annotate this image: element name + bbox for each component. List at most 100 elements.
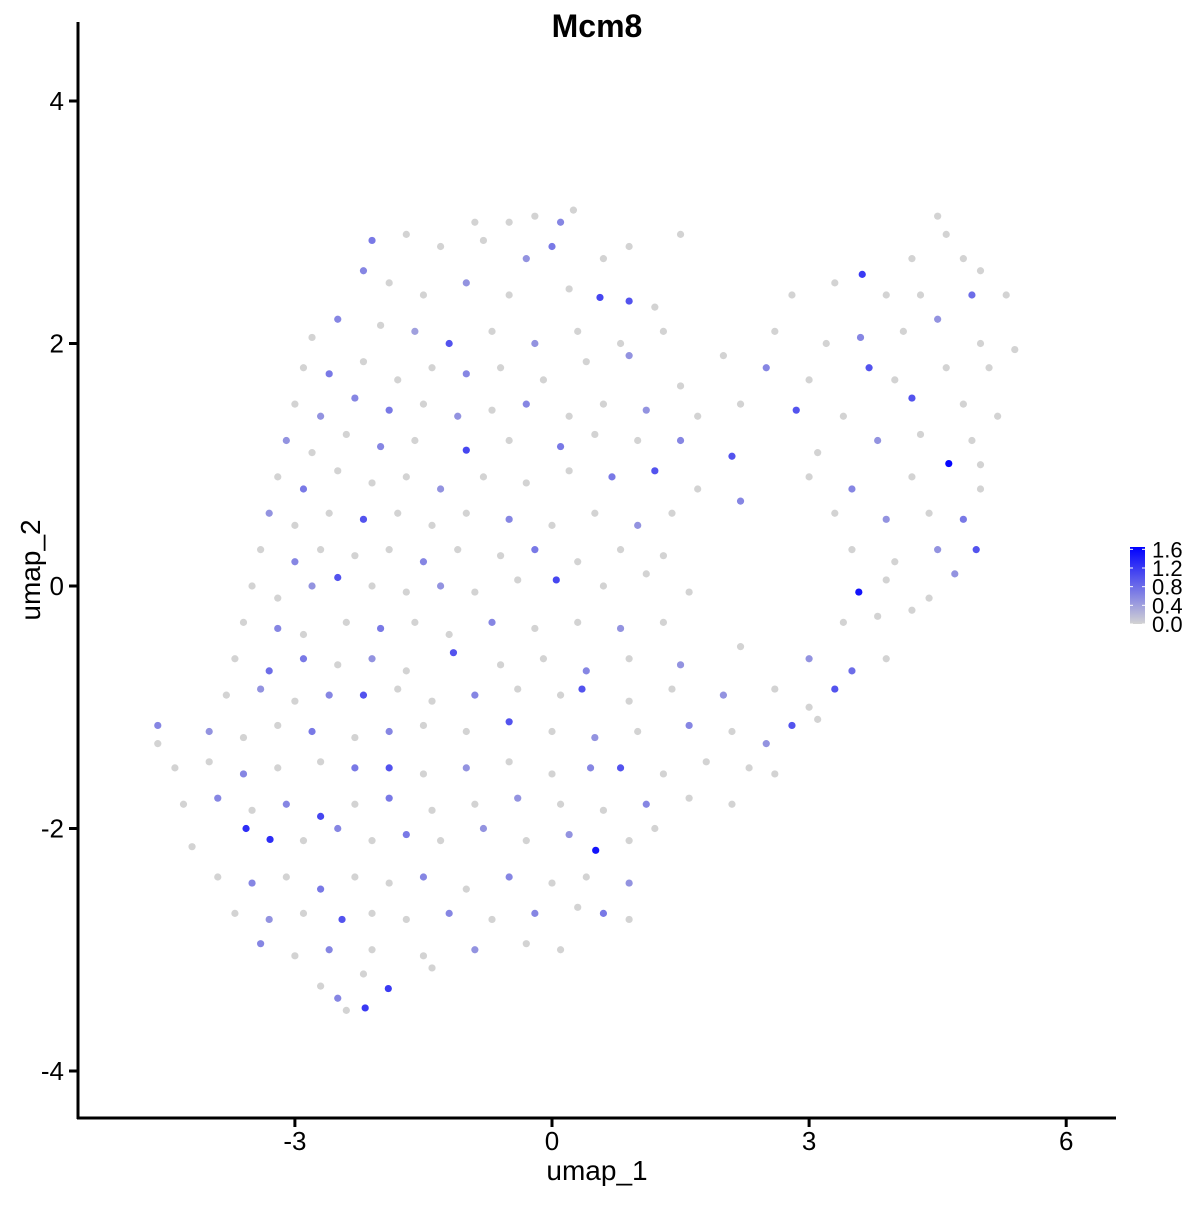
cell-point	[676, 436, 685, 445]
cell-point	[308, 582, 316, 590]
cell-point	[471, 691, 479, 699]
cell-point	[274, 764, 282, 772]
cell-point	[342, 1006, 350, 1014]
cell-point	[385, 279, 393, 287]
cell-point	[771, 770, 779, 778]
cell-point	[599, 909, 608, 917]
cell-point	[934, 212, 942, 220]
cell-point	[694, 485, 702, 493]
cell-point	[282, 800, 290, 808]
cell-point	[942, 364, 950, 372]
cell-point	[419, 400, 428, 408]
cell-point	[599, 400, 608, 408]
cell-point	[325, 509, 333, 517]
cell-point	[368, 946, 376, 954]
cell-point	[839, 618, 847, 626]
cell-point	[299, 630, 308, 639]
cell-point	[462, 370, 470, 378]
cell-point	[154, 721, 162, 730]
x-tick-label: 3	[802, 1126, 816, 1156]
cell-point	[282, 436, 290, 445]
x-axis-label: umap_1	[546, 1155, 647, 1186]
cell-point	[531, 909, 539, 917]
cell-point	[976, 267, 985, 275]
cell-point	[317, 982, 325, 990]
cell-point	[402, 588, 410, 596]
cell-point	[291, 697, 299, 705]
cell-point	[266, 835, 274, 844]
cell-point	[659, 770, 668, 778]
cell-point	[882, 291, 890, 299]
cell-point	[428, 364, 436, 372]
cell-point	[625, 837, 633, 845]
cell-point	[668, 685, 676, 693]
cell-point	[634, 436, 642, 445]
cell-point	[299, 485, 308, 493]
cell-point	[565, 412, 573, 420]
cell-point	[334, 315, 342, 323]
cell-point	[625, 879, 633, 887]
cell-point	[908, 473, 916, 481]
cell-point	[578, 685, 586, 693]
y-tick-label: -4	[41, 1056, 64, 1086]
cell-point	[702, 758, 710, 766]
cell-point	[308, 449, 316, 457]
cell-point	[848, 546, 856, 554]
cell-point	[514, 794, 522, 802]
cell-point	[325, 691, 333, 699]
cell-point	[291, 558, 299, 566]
cell-point	[908, 606, 916, 614]
cell-point	[925, 509, 933, 517]
x-ticks: -3 0 3 6	[283, 1118, 1073, 1156]
cell-point	[385, 546, 393, 554]
cell-point	[616, 339, 625, 348]
cell-point	[368, 655, 376, 663]
cell-point	[308, 727, 316, 736]
cell-point	[514, 685, 522, 693]
cell-point	[848, 667, 856, 675]
cell-point	[574, 618, 582, 626]
cell-point	[436, 242, 445, 251]
cell-point	[891, 376, 899, 384]
points-layer	[154, 206, 1019, 1014]
cell-point	[522, 479, 530, 487]
cell-point	[488, 618, 496, 626]
cell-point	[556, 800, 565, 808]
cell-point	[419, 721, 428, 730]
colorbar-gradient	[1130, 547, 1145, 624]
cell-point	[591, 509, 599, 517]
cell-point	[351, 552, 359, 560]
cell-point	[445, 909, 453, 917]
cell-point	[462, 727, 470, 736]
cell-point	[419, 770, 428, 778]
cell-point	[291, 400, 299, 408]
cell-point	[514, 576, 522, 584]
cell-point	[377, 321, 385, 329]
cell-point	[377, 624, 385, 633]
y-ticks: -4 -2 0 2 4	[41, 86, 78, 1086]
cell-point	[436, 582, 445, 590]
cell-point	[231, 909, 239, 917]
cell-point	[694, 412, 702, 420]
cell-point	[188, 843, 196, 851]
cell-point	[385, 879, 393, 887]
cell-point	[556, 442, 565, 451]
cell-point	[805, 655, 813, 663]
cell-point	[338, 915, 346, 924]
cell-point	[539, 376, 548, 384]
x-tick-label: 6	[1059, 1126, 1073, 1156]
cell-point	[814, 449, 822, 457]
cell-point	[548, 727, 556, 736]
cell-point	[299, 909, 308, 917]
cell-point	[916, 430, 925, 439]
cell-point	[874, 436, 882, 445]
cell-point	[377, 442, 385, 451]
cell-point	[942, 230, 950, 238]
cell-point	[792, 406, 800, 414]
cell-point	[586, 764, 595, 772]
cell-point	[394, 685, 402, 693]
cell-point	[771, 327, 779, 335]
cell-point	[342, 618, 350, 626]
cell-point	[505, 758, 513, 766]
